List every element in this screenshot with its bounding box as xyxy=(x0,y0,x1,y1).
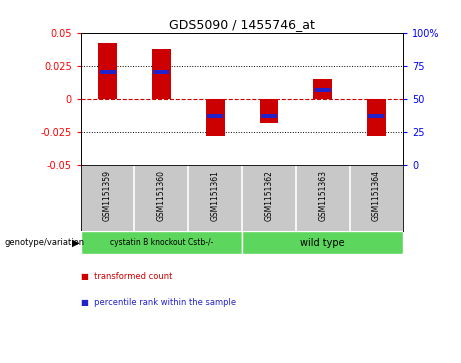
Text: GSM1151361: GSM1151361 xyxy=(211,170,219,221)
Text: cystatin B knockout Cstb-/-: cystatin B knockout Cstb-/- xyxy=(110,238,213,247)
Text: GSM1151359: GSM1151359 xyxy=(103,170,112,221)
Bar xyxy=(206,99,225,136)
Bar xyxy=(367,99,386,136)
Bar xyxy=(261,114,277,118)
Bar xyxy=(154,70,169,74)
Text: ■  transformed count: ■ transformed count xyxy=(81,272,172,281)
Bar xyxy=(152,49,171,99)
Text: wild type: wild type xyxy=(301,238,345,248)
Text: GSM1151362: GSM1151362 xyxy=(265,170,273,221)
Text: GSM1151363: GSM1151363 xyxy=(318,170,327,221)
Bar xyxy=(81,231,242,254)
Text: GSM1151360: GSM1151360 xyxy=(157,170,166,221)
Bar xyxy=(315,87,331,91)
Text: genotype/variation: genotype/variation xyxy=(5,238,85,247)
Text: ■  percentile rank within the sample: ■ percentile rank within the sample xyxy=(81,298,236,307)
Bar xyxy=(368,114,384,118)
Bar xyxy=(260,99,278,123)
Bar xyxy=(242,231,403,254)
Bar xyxy=(207,114,223,118)
Bar xyxy=(100,70,116,74)
Bar xyxy=(98,43,117,99)
Title: GDS5090 / 1455746_at: GDS5090 / 1455746_at xyxy=(169,19,315,32)
Bar xyxy=(313,79,332,99)
Text: GSM1151364: GSM1151364 xyxy=(372,170,381,221)
Text: ▶: ▶ xyxy=(72,238,80,248)
